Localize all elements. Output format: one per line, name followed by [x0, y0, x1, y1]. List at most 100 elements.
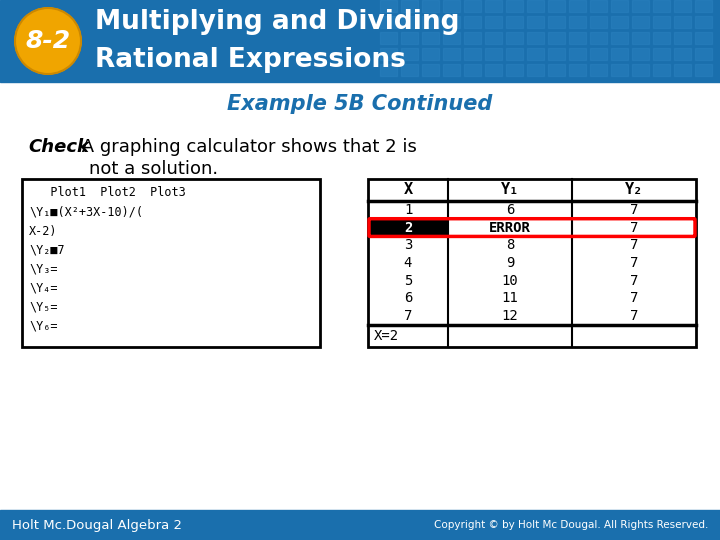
Text: 2: 2 — [404, 220, 412, 234]
Bar — [464, 0, 481, 12]
Text: 7: 7 — [630, 220, 638, 234]
Bar — [401, 16, 418, 28]
Bar — [632, 48, 649, 60]
Bar — [22, 179, 320, 347]
Bar — [632, 32, 649, 44]
Text: not a solution.: not a solution. — [89, 160, 218, 178]
Bar — [653, 48, 670, 60]
Bar — [674, 32, 691, 44]
Text: \Y₆=: \Y₆= — [29, 320, 58, 333]
Bar — [695, 16, 712, 28]
Text: \Y₅=: \Y₅= — [29, 300, 58, 314]
Bar — [632, 16, 649, 28]
Text: 7: 7 — [630, 309, 638, 323]
Bar — [464, 64, 481, 76]
Bar — [527, 0, 544, 12]
Text: Rational Expressions: Rational Expressions — [95, 47, 406, 73]
Bar — [611, 48, 628, 60]
Text: Y₂: Y₂ — [625, 183, 643, 198]
Text: Copyright © by Holt Mc Dougal. All Rights Reserved.: Copyright © by Holt Mc Dougal. All Right… — [433, 520, 708, 530]
Text: Y₁: Y₁ — [501, 183, 519, 198]
Bar — [590, 32, 607, 44]
Text: 7: 7 — [630, 256, 638, 270]
Bar — [0, 0, 720, 82]
Bar — [380, 48, 397, 60]
Bar — [569, 0, 586, 12]
Text: \Y₄=: \Y₄= — [29, 281, 58, 294]
Bar — [674, 64, 691, 76]
Bar — [464, 48, 481, 60]
Bar — [653, 0, 670, 12]
Bar — [506, 16, 523, 28]
Text: Plot1  Plot2  Plot3: Plot1 Plot2 Plot3 — [29, 186, 186, 199]
Bar — [380, 64, 397, 76]
Bar — [611, 16, 628, 28]
Bar — [569, 48, 586, 60]
Text: Check: Check — [28, 138, 89, 156]
Bar — [401, 64, 418, 76]
Bar — [485, 0, 502, 12]
Text: 6: 6 — [404, 292, 412, 306]
Bar — [443, 48, 460, 60]
Bar — [422, 0, 439, 12]
Bar — [632, 64, 649, 76]
Bar — [506, 32, 523, 44]
Text: X-2): X-2) — [29, 225, 58, 238]
Bar — [380, 16, 397, 28]
Text: \Y₂■7: \Y₂■7 — [29, 244, 65, 256]
Bar — [464, 32, 481, 44]
Bar — [401, 0, 418, 12]
Bar — [506, 0, 523, 12]
Bar — [506, 64, 523, 76]
Bar — [380, 32, 397, 44]
Bar — [506, 48, 523, 60]
Bar — [611, 32, 628, 44]
Bar — [695, 48, 712, 60]
Text: X: X — [403, 183, 413, 198]
Text: A graphing calculator shows that 2 is: A graphing calculator shows that 2 is — [76, 138, 417, 156]
Text: 9: 9 — [506, 256, 514, 270]
Bar — [569, 32, 586, 44]
Bar — [443, 64, 460, 76]
Bar — [653, 32, 670, 44]
Bar — [485, 32, 502, 44]
Text: 7: 7 — [404, 309, 412, 323]
Bar — [548, 64, 565, 76]
Bar — [590, 0, 607, 12]
Bar — [422, 32, 439, 44]
Circle shape — [15, 8, 81, 74]
Bar — [548, 0, 565, 12]
Text: 1: 1 — [404, 203, 412, 217]
Bar — [674, 16, 691, 28]
Bar — [548, 48, 565, 60]
Bar — [695, 32, 712, 44]
Bar — [611, 0, 628, 12]
Bar — [527, 64, 544, 76]
Bar — [527, 48, 544, 60]
Bar — [464, 16, 481, 28]
Bar — [422, 64, 439, 76]
Bar — [443, 0, 460, 12]
Bar — [368, 179, 696, 347]
Bar — [527, 16, 544, 28]
Bar — [422, 16, 439, 28]
Text: \Y₃=: \Y₃= — [29, 262, 58, 275]
Bar — [674, 0, 691, 12]
Bar — [368, 179, 696, 201]
Text: ERROR: ERROR — [489, 220, 531, 234]
Bar — [0, 510, 720, 540]
Text: Holt Mc.Dougal Algebra 2: Holt Mc.Dougal Algebra 2 — [12, 518, 182, 531]
Bar — [548, 16, 565, 28]
Bar — [485, 16, 502, 28]
Bar — [695, 0, 712, 12]
Bar — [632, 0, 649, 12]
Text: 7: 7 — [630, 292, 638, 306]
Text: 3: 3 — [404, 238, 412, 252]
Bar — [590, 16, 607, 28]
Bar — [590, 64, 607, 76]
Bar — [369, 220, 447, 235]
Bar — [611, 64, 628, 76]
Bar — [653, 64, 670, 76]
Bar — [548, 32, 565, 44]
Bar — [485, 48, 502, 60]
